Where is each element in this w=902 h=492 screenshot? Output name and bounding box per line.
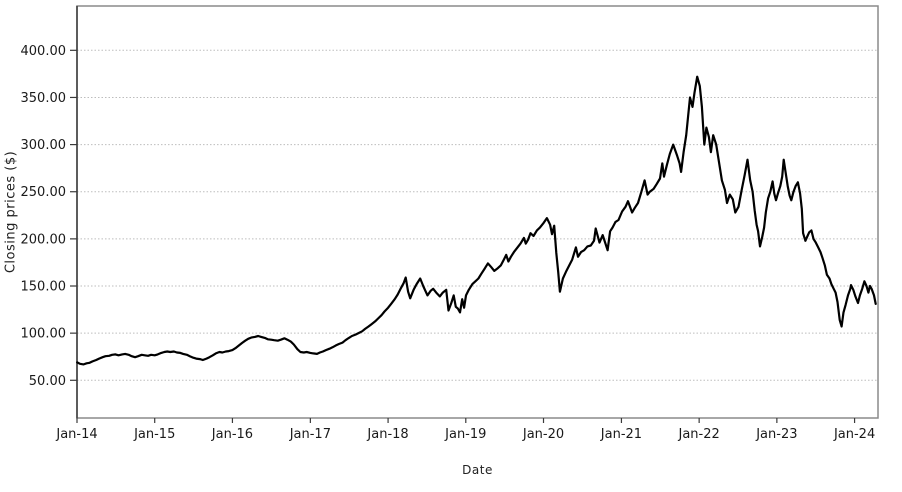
y-tick-label: 200.00: [21, 232, 67, 247]
x-tick-label: Jan-15: [133, 427, 175, 442]
plot-border: [76, 5, 879, 419]
y-tick-label: 300.00: [21, 138, 67, 153]
x-tick-label: Jan-23: [755, 427, 797, 442]
x-tick-label: Jan-18: [366, 427, 408, 442]
y-tick-labels: 50.00 100.00 150.00 200.00 250.00 300.00 350.0…: [21, 44, 77, 389]
y-tick-label: 350.00: [21, 91, 67, 106]
x-tick-label: Jan-21: [600, 427, 642, 442]
x-tick-label: Jan-22: [678, 427, 720, 442]
x-tick-label: Jan-16: [211, 427, 253, 442]
y-tick-label: 50.00: [29, 374, 66, 389]
x-tick-label: Jan-20: [522, 427, 564, 442]
x-tick-label: Jan-14: [55, 427, 97, 442]
y-tick-label: 250.00: [21, 185, 67, 200]
y-axis-title: Closing prices ($): [3, 150, 19, 274]
x-tick-label: Jan-19: [444, 427, 486, 442]
y-tick-label: 100.00: [21, 327, 67, 342]
x-tick-label: Jan-24: [833, 427, 875, 442]
y-gridlines: [77, 49, 878, 381]
x-axis-title: Date: [462, 463, 493, 477]
y-tick-label: 400.00: [21, 44, 67, 59]
x-tick-label: Jan-17: [289, 427, 331, 442]
y-tick-label: 150.00: [21, 280, 67, 295]
price-line: [76, 75, 877, 366]
x-tick-labels: Jan-14 Jan-15 Jan-16 Jan-17 Jan-18 Jan-19 Jan-…: [55, 418, 875, 442]
